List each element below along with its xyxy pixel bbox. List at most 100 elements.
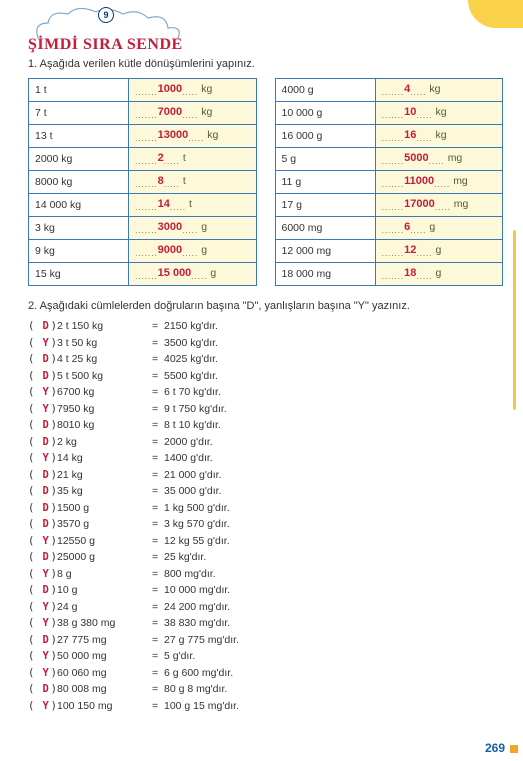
item-result: 27 g 775 mg'dır. bbox=[164, 634, 239, 646]
cloud-decoration bbox=[28, 8, 208, 48]
list-item: ( Y) 14 kg=1400 g'dır. bbox=[28, 452, 503, 469]
answer-mark: D bbox=[41, 353, 51, 365]
table-row: 13 t.......13000..... kg bbox=[29, 125, 257, 148]
list-item: ( D) 4 t 25 kg=4025 kg'dır. bbox=[28, 353, 503, 370]
item-value: 21 kg bbox=[57, 469, 152, 481]
list-item: ( Y) 8 g=800 mg'dır. bbox=[28, 568, 503, 585]
answer-mark: D bbox=[41, 320, 51, 332]
true-false-list: ( D) 2 t 150 kg=2150 kg'dır.( Y) 3 t 50 … bbox=[28, 320, 503, 716]
item-result: 35 000 g'dır. bbox=[164, 485, 221, 497]
table-row: 6000 mg.......6..... g bbox=[275, 217, 503, 240]
item-result: 3 kg 570 g'dır. bbox=[164, 518, 230, 530]
table-row: 14 000 kg.......14..... t bbox=[29, 194, 257, 217]
item-result: 38 830 mg'dır. bbox=[164, 617, 230, 629]
answer-mark: D bbox=[41, 683, 51, 695]
cell-answer: .......8..... t bbox=[129, 171, 256, 194]
cell-answer: .......11000..... mg bbox=[375, 171, 502, 194]
item-value: 12550 g bbox=[57, 535, 152, 547]
answer-mark: D bbox=[41, 419, 51, 431]
table-row: 2000 kg.......2..... t bbox=[29, 148, 257, 171]
list-item: ( D) 8010 kg=8 t 10 kg'dır. bbox=[28, 419, 503, 436]
cell-answer: .......1000..... kg bbox=[129, 79, 256, 102]
item-result: 12 kg 55 g'dır. bbox=[164, 535, 230, 547]
answer-mark: D bbox=[41, 436, 51, 448]
item-value: 5 t 500 kg bbox=[57, 370, 152, 382]
answer-mark: Y bbox=[41, 337, 51, 349]
page-number: 269 bbox=[485, 741, 505, 755]
page-content: 9 ŞİMDİ SIRA SENDE 1. Aşağıda verilen kü… bbox=[0, 0, 523, 716]
item-value: 6700 kg bbox=[57, 386, 152, 398]
item-result: 6 g 600 mg'dır. bbox=[164, 667, 233, 679]
item-value: 35 kg bbox=[57, 485, 152, 497]
table-row: 17 g.......17000..... mg bbox=[275, 194, 503, 217]
cell-input: 2000 kg bbox=[29, 148, 129, 171]
table-right: 4000 g.......4..... kg10 000 g.......10.… bbox=[275, 78, 504, 286]
conversion-tables: 1 t.......1000..... kg7 t.......7000....… bbox=[28, 78, 503, 286]
item-value: 14 kg bbox=[57, 452, 152, 464]
item-value: 10 g bbox=[57, 584, 152, 596]
item-result: 2000 g'dır. bbox=[164, 436, 213, 448]
cell-answer: .......15 000..... g bbox=[129, 263, 256, 286]
list-item: ( D) 27 775 mg=27 g 775 mg'dır. bbox=[28, 634, 503, 651]
item-result: 1 kg 500 g'dır. bbox=[164, 502, 230, 514]
table-row: 3 kg.......3000..... g bbox=[29, 217, 257, 240]
item-result: 21 000 g'dır. bbox=[164, 469, 221, 481]
cell-input: 10 000 g bbox=[275, 102, 375, 125]
list-item: ( D) 80 008 mg=80 g 8 mg'dır. bbox=[28, 683, 503, 700]
answer-mark: Y bbox=[41, 700, 51, 712]
list-item: ( Y) 3 t 50 kg=3500 kg'dır. bbox=[28, 337, 503, 354]
item-value: 38 g 380 mg bbox=[57, 617, 152, 629]
item-value: 80 008 mg bbox=[57, 683, 152, 695]
cell-input: 6000 mg bbox=[275, 217, 375, 240]
item-result: 3500 kg'dır. bbox=[164, 337, 218, 349]
cell-answer: .......18..... g bbox=[375, 263, 502, 286]
cell-answer: .......2..... t bbox=[129, 148, 256, 171]
cell-input: 15 kg bbox=[29, 263, 129, 286]
table-row: 7 t.......7000..... kg bbox=[29, 102, 257, 125]
cell-input: 5 g bbox=[275, 148, 375, 171]
cell-answer: .......16..... kg bbox=[375, 125, 502, 148]
answer-mark: Y bbox=[41, 568, 51, 580]
list-item: ( Y) 38 g 380 mg=38 830 mg'dır. bbox=[28, 617, 503, 634]
answer-mark: Y bbox=[41, 617, 51, 629]
table-row: 12 000 mg.......12..... g bbox=[275, 240, 503, 263]
cell-answer: .......12..... g bbox=[375, 240, 502, 263]
cell-input: 9 kg bbox=[29, 240, 129, 263]
item-value: 8 g bbox=[57, 568, 152, 580]
list-item: ( D) 25000 g=25 kg'dır. bbox=[28, 551, 503, 568]
answer-mark: Y bbox=[41, 452, 51, 464]
cell-answer: .......9000..... g bbox=[129, 240, 256, 263]
cell-input: 1 t bbox=[29, 79, 129, 102]
item-value: 8010 kg bbox=[57, 419, 152, 431]
item-result: 80 g 8 mg'dır. bbox=[164, 683, 227, 695]
list-item: ( D) 1500 g=1 kg 500 g'dır. bbox=[28, 502, 503, 519]
item-result: 10 000 mg'dır. bbox=[164, 584, 230, 596]
table-left: 1 t.......1000..... kg7 t.......7000....… bbox=[28, 78, 257, 286]
item-value: 50 000 mg bbox=[57, 650, 152, 662]
answer-mark: Y bbox=[41, 403, 51, 415]
list-item: ( Y) 50 000 mg=5 g'dır. bbox=[28, 650, 503, 667]
table-row: 10 000 g.......10..... kg bbox=[275, 102, 503, 125]
cell-input: 14 000 kg bbox=[29, 194, 129, 217]
answer-mark: Y bbox=[41, 667, 51, 679]
item-value: 7950 kg bbox=[57, 403, 152, 415]
page-marker bbox=[510, 745, 518, 753]
cell-answer: .......14..... t bbox=[129, 194, 256, 217]
table-row: 4000 g.......4..... kg bbox=[275, 79, 503, 102]
cell-answer: .......10..... kg bbox=[375, 102, 502, 125]
answer-mark: D bbox=[41, 502, 51, 514]
item-value: 60 060 mg bbox=[57, 667, 152, 679]
table-row: 1 t.......1000..... kg bbox=[29, 79, 257, 102]
list-item: ( D) 10 g=10 000 mg'dır. bbox=[28, 584, 503, 601]
item-result: 5500 kg'dır. bbox=[164, 370, 218, 382]
answer-mark: Y bbox=[41, 386, 51, 398]
cell-input: 16 000 g bbox=[275, 125, 375, 148]
cell-answer: .......7000..... kg bbox=[129, 102, 256, 125]
list-item: ( D) 2 t 150 kg=2150 kg'dır. bbox=[28, 320, 503, 337]
list-item: ( D) 21 kg=21 000 g'dır. bbox=[28, 469, 503, 486]
cell-input: 17 g bbox=[275, 194, 375, 217]
item-value: 27 775 mg bbox=[57, 634, 152, 646]
list-item: ( D) 35 kg=35 000 g'dır. bbox=[28, 485, 503, 502]
item-result: 100 g 15 mg'dır. bbox=[164, 700, 239, 712]
item-value: 3 t 50 kg bbox=[57, 337, 152, 349]
